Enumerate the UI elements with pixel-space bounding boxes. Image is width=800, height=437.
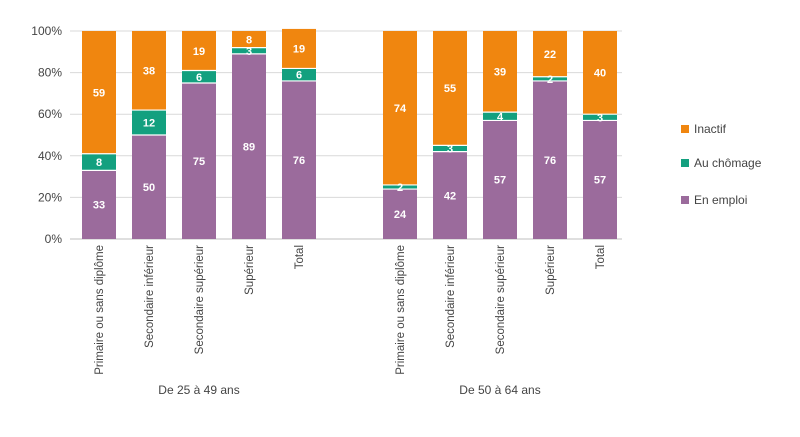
data-label: 6 [296,70,302,82]
bar-segment [132,31,166,111]
x-tick-label: Supérieur [545,245,557,295]
data-label: 50 [143,182,155,194]
bar-segment [232,53,266,239]
data-label: 3 [597,112,603,124]
legend: Inactif Au chômage En emploi [681,122,762,207]
data-label: 19 [293,44,305,56]
bar-segment [383,31,417,185]
x-tick-label: Primaire ou sans diplôme [395,245,407,375]
data-label: 12 [143,118,155,130]
data-label: 6 [196,72,202,84]
bar-segment [282,80,316,239]
bar-segment [282,68,316,81]
bar-segment [132,135,166,239]
legend-entry: Inactif [694,122,727,136]
x-axis: Primaire ou sans diplôme Secondaire infér… [94,245,607,397]
bar-segment [82,170,116,239]
data-label: 59 [93,87,105,99]
bar-segment [182,31,216,71]
data-label: 3 [447,144,453,156]
bar-segment [583,120,617,239]
data-label: 76 [544,155,556,167]
x-tick-label: Total [595,245,607,269]
data-label: 89 [243,141,255,153]
bar-segment [533,76,567,81]
data-label: 42 [444,190,456,202]
data-label: 76 [293,155,305,167]
x-tick-label: Primaire ou sans diplôme [94,245,106,375]
x-tick-label: Secondaire supérieur [495,245,507,354]
data-label: 2 [547,74,553,86]
x-tick-label: Total [294,245,306,269]
bar-segment [483,112,517,121]
data-label: 57 [494,175,506,187]
data-label: 22 [544,49,556,61]
data-label: 74 [394,103,407,115]
data-label: 3 [246,46,252,58]
legend-entry: Au chômage [694,156,762,170]
data-label: 55 [444,83,456,95]
y-tick-label: 60% [38,107,62,121]
x-tick-label: Secondaire supérieur [194,245,206,354]
data-label: 4 [497,111,504,123]
bar-segment [132,110,166,135]
bar-segment [182,70,216,83]
bar-segment [433,151,467,239]
bar-segment [533,31,567,77]
y-tick-label: 20% [38,190,62,204]
x-tick-label: Secondaire inférieur [445,245,457,348]
bar-segment [383,184,417,190]
data-label: 40 [594,68,606,80]
legend-entry: En emploi [694,193,747,207]
x-tick-label: Secondaire inférieur [144,245,156,348]
data-label: 38 [143,66,155,78]
data-label: 2 [397,182,403,194]
bar-segment [82,153,116,171]
bar-segment [232,31,266,48]
y-tick-label: 80% [38,66,62,80]
bar-segment [583,114,617,121]
bar-segment [483,31,517,113]
data-label: 24 [394,209,407,221]
y-axis: 0% 20% 40% 60% 80% 100% [31,24,62,246]
bar-segment [533,80,567,239]
legend-swatch [681,159,689,167]
x-tick-label: Supérieur [244,245,256,295]
bar-segment [232,47,266,54]
data-label: 8 [96,157,102,169]
bar-segment [583,31,617,115]
bar-segment [483,120,517,239]
data-label: 8 [246,34,252,46]
bars: 3385950123875619893876619242744235557439… [82,28,617,239]
legend-swatch [681,196,689,204]
data-label: 57 [594,175,606,187]
data-label: 75 [193,156,205,168]
data-label: 19 [193,46,205,58]
bar-segment [82,31,116,154]
bar-segment [433,145,467,152]
bar-segment [182,83,216,239]
data-label: 33 [93,200,105,212]
bar-segment [282,28,316,69]
group-label: De 50 à 64 ans [459,383,540,397]
y-tick-label: 40% [38,149,62,163]
legend-swatch [681,125,689,133]
y-tick-label: 100% [31,24,62,38]
bar-segment [383,189,417,239]
group-label: De 25 à 49 ans [158,383,239,397]
y-tick-label: 0% [45,232,63,246]
data-label: 39 [494,67,506,79]
bar-segment [433,31,467,146]
